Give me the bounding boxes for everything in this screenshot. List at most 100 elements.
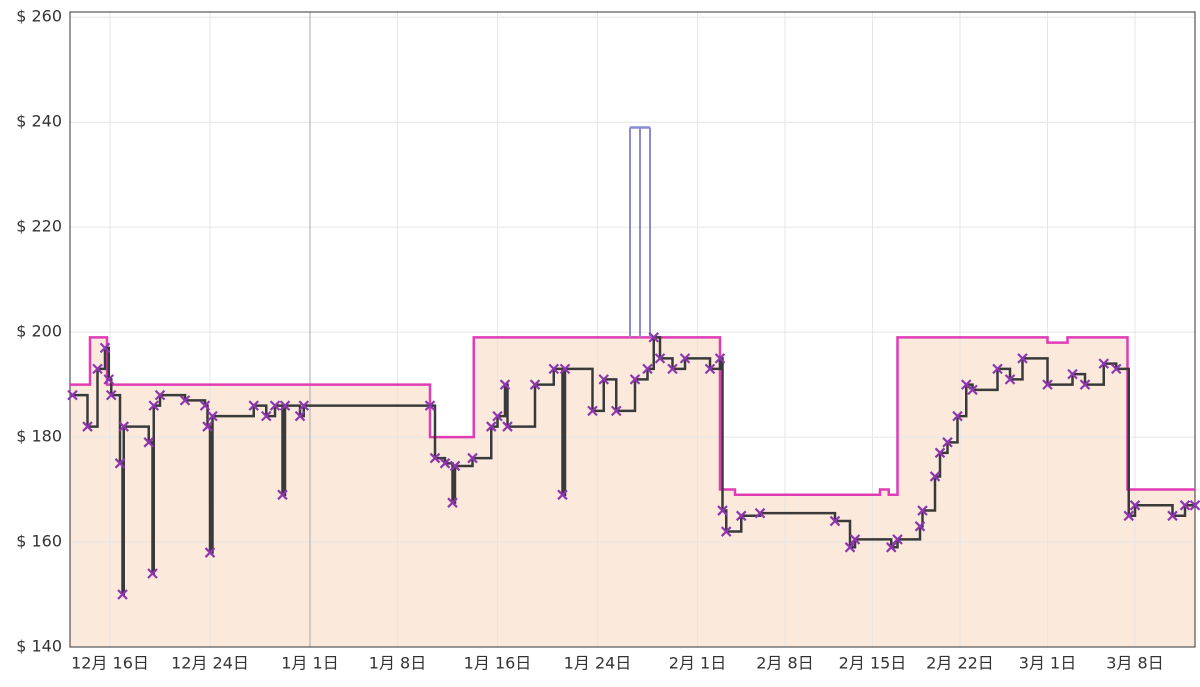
price-marker [717,505,728,516]
price-marker [467,452,478,464]
price-marker [735,510,747,522]
price-marker [587,405,598,417]
price-marker [679,353,691,364]
price-marker [1004,374,1016,385]
price-marker [294,410,306,422]
x-tick-label: 12月 24日 [171,654,249,673]
price-marker [449,460,461,472]
price-marker [559,363,571,375]
x-tick-label: 1月 1日 [281,654,338,673]
price-marker [492,410,503,422]
price-marker [143,437,155,448]
price-marker [99,342,111,354]
price-marker [557,489,568,501]
price-marker [92,363,103,375]
price-marker [548,363,560,375]
price-marker [629,374,641,385]
price-marker [199,400,211,411]
y-tick-label: $ 240 [16,112,62,131]
price-marker [885,542,897,553]
price-marker [1167,510,1178,522]
price-marker [447,497,458,508]
price-marker [754,507,766,519]
price-marker [277,489,288,501]
price-marker [207,410,218,422]
price-marker [105,389,117,401]
price-marker [654,353,666,364]
price-marker [202,421,213,432]
price-marker [1189,500,1200,511]
price-marker [298,400,310,411]
price-marker [502,421,513,432]
price-marker [429,452,441,464]
price-marker [942,437,953,448]
price-marker [1179,500,1191,511]
price-marker [147,568,158,579]
price-marker [844,542,856,553]
price-marker [714,353,726,364]
price-marker [248,400,260,411]
x-tick-label: 2月 8日 [756,654,813,673]
y-tick-label: $ 260 [16,7,62,26]
price-marker [1129,500,1141,511]
x-tick-label: 1月 24日 [564,654,632,673]
price-marker [934,447,946,459]
y-tick-label: $ 220 [16,217,62,236]
price-marker [967,384,978,396]
price-marker [720,526,732,537]
price-marker [103,374,115,385]
price-marker [992,363,1003,375]
price-marker [1067,368,1078,380]
price-marker [917,505,928,516]
price-marker [704,363,716,375]
y-tick-label: $ 200 [16,322,62,341]
price-marker [148,400,160,411]
price-marker [499,379,511,390]
price-marker [154,389,166,401]
price-marker [642,363,653,375]
price-marker [67,389,78,401]
price-marker [179,395,191,406]
price-marker [667,363,678,375]
price-marker [1042,379,1053,390]
y-tick-label: $ 160 [16,532,62,551]
price-marker [1123,510,1135,522]
price-marker [849,534,861,545]
price-marker [114,458,126,469]
price-marker [82,421,93,432]
y-tick-label: $ 140 [16,637,62,656]
x-tick-label: 3月 1日 [1019,654,1076,673]
price-marker [529,379,541,390]
price-marker [952,410,963,422]
price-marker [1110,363,1122,375]
price-marker [648,332,660,343]
x-tick-label: 2月 22日 [926,654,994,673]
area [70,337,1195,647]
price-marker [118,421,130,432]
price-marker [892,534,903,545]
price-marker [1079,379,1091,390]
price-marker [914,521,926,532]
y-tick-label: $ 180 [16,427,62,446]
price-line [70,336,1195,497]
price-marker [1098,358,1110,369]
x-tick-label: 2月 1日 [669,654,726,673]
plot-frame [69,11,1196,648]
price-marker [117,589,128,600]
x-tick-label: 12月 16日 [71,654,149,673]
price-marker [279,400,291,411]
x-tick-label: 2月 15日 [839,654,907,673]
price-marker [598,374,610,385]
price-marker [485,421,497,432]
price-marker [204,547,216,558]
x-tick-label: 1月 8日 [369,654,426,673]
x-tick-label: 1月 16日 [464,654,532,673]
x-tick-label: 3月 8日 [1106,654,1163,673]
price-marker [260,410,272,422]
price-marker [929,471,941,482]
price-marker [269,400,281,411]
price-marker [424,400,436,411]
price-marker [610,405,622,417]
price-marker [829,515,841,527]
